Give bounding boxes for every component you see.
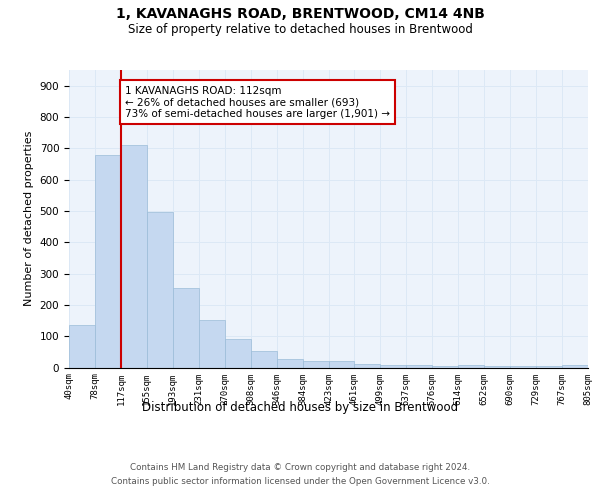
Bar (251, 351, 277, 368)
Bar (510, 366, 536, 368)
Bar (329, 361, 355, 368)
Text: Distribution of detached houses by size in Brentwood: Distribution of detached houses by size … (142, 401, 458, 414)
Bar (147, 212, 173, 368)
Bar (225, 340, 251, 367)
Bar (562, 365, 588, 368)
Bar (536, 366, 562, 368)
Bar (69, 325, 95, 368)
Bar (95, 154, 121, 368)
Bar (406, 365, 432, 368)
Bar (277, 358, 302, 368)
Text: 1, KAVANAGHS ROAD, BRENTWOOD, CM14 4NB: 1, KAVANAGHS ROAD, BRENTWOOD, CM14 4NB (116, 8, 484, 22)
Bar (458, 365, 484, 368)
Bar (355, 364, 380, 368)
Bar (121, 145, 147, 368)
Text: Size of property relative to detached houses in Brentwood: Size of property relative to detached ho… (128, 22, 472, 36)
Bar (484, 366, 510, 368)
Bar (302, 361, 329, 368)
Y-axis label: Number of detached properties: Number of detached properties (24, 131, 34, 306)
Text: Contains public sector information licensed under the Open Government Licence v3: Contains public sector information licen… (110, 476, 490, 486)
Bar (433, 366, 458, 368)
Text: Contains HM Land Registry data © Crown copyright and database right 2024.: Contains HM Land Registry data © Crown c… (130, 463, 470, 472)
Bar (380, 365, 406, 368)
Bar (199, 320, 224, 368)
Bar (173, 288, 199, 368)
Text: 1 KAVANAGHS ROAD: 112sqm
← 26% of detached houses are smaller (693)
73% of semi-: 1 KAVANAGHS ROAD: 112sqm ← 26% of detach… (125, 86, 390, 119)
